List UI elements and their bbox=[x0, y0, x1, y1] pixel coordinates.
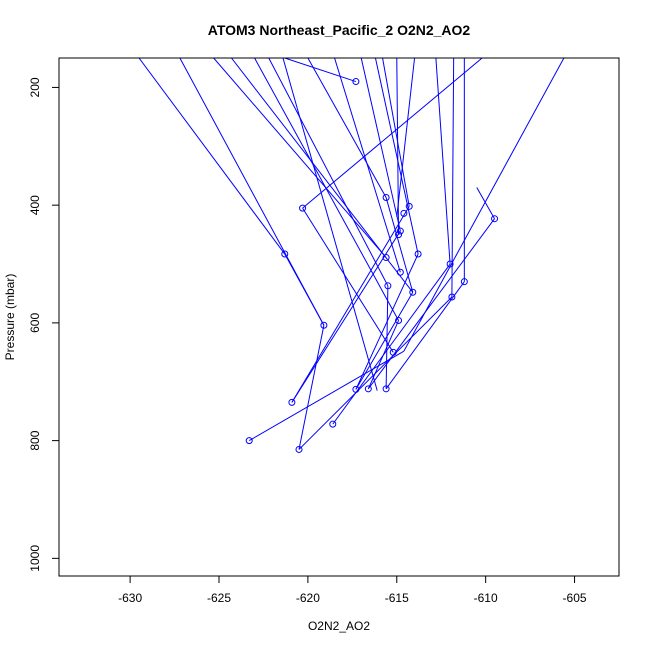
series-segment bbox=[367, 218, 495, 390]
data-point bbox=[395, 231, 403, 239]
data-point bbox=[382, 385, 390, 393]
data-point bbox=[384, 282, 392, 290]
series-segment bbox=[334, 58, 401, 273]
data-point bbox=[320, 321, 328, 329]
data-point bbox=[288, 398, 296, 406]
data-point bbox=[491, 215, 499, 223]
x-tick-label: -610 bbox=[474, 591, 498, 605]
series-segment bbox=[385, 285, 389, 389]
y-axis-label: Pressure (mbar) bbox=[3, 274, 17, 361]
y-tick-label: 200 bbox=[28, 77, 42, 97]
data-point bbox=[389, 348, 397, 356]
series-segment bbox=[291, 230, 401, 403]
x-tick-label: -605 bbox=[563, 591, 587, 605]
data-point bbox=[245, 437, 253, 445]
series-segment bbox=[476, 187, 495, 219]
data-point bbox=[382, 194, 390, 202]
series-segment bbox=[403, 58, 565, 352]
series-segment bbox=[268, 58, 389, 287]
data-point bbox=[448, 293, 456, 301]
series-segment bbox=[302, 58, 483, 209]
series-segment bbox=[291, 206, 410, 403]
series-segment bbox=[213, 58, 387, 258]
data-point bbox=[382, 254, 390, 262]
data-point bbox=[396, 268, 404, 276]
series-segment bbox=[307, 58, 387, 198]
y-tick-label: 1000 bbox=[28, 545, 42, 572]
data-point bbox=[400, 209, 408, 217]
series-segment bbox=[396, 58, 416, 217]
series-segment bbox=[367, 320, 400, 390]
data-point bbox=[295, 445, 303, 453]
series-segment bbox=[374, 58, 419, 255]
y-tick-label: 800 bbox=[28, 430, 42, 450]
data-point bbox=[395, 317, 403, 325]
x-axis-label: O2N2_AO2 bbox=[308, 619, 370, 633]
y-axis: 200 400 600 800 1000 bbox=[28, 77, 59, 572]
series-segment bbox=[385, 197, 414, 293]
x-tick-label: -630 bbox=[118, 591, 142, 605]
series-segment bbox=[451, 58, 455, 297]
data-point bbox=[446, 260, 454, 268]
series-segment bbox=[332, 263, 451, 425]
data-point bbox=[364, 385, 372, 393]
series-segment bbox=[382, 58, 410, 207]
y-tick-label: 600 bbox=[28, 313, 42, 333]
data-point bbox=[299, 204, 307, 212]
series-segment bbox=[298, 325, 325, 450]
plot-area bbox=[138, 58, 565, 453]
data-point bbox=[352, 78, 360, 86]
chart-title: ATOM3 Northeast_Pacific_2 O2N2_AO2 bbox=[208, 22, 471, 38]
data-point bbox=[329, 420, 337, 428]
series-segment bbox=[284, 253, 325, 326]
series-segment bbox=[302, 207, 394, 353]
series-segment bbox=[355, 292, 414, 390]
data-point bbox=[352, 385, 360, 393]
series-segment bbox=[360, 58, 401, 232]
y-tick-label: 400 bbox=[28, 195, 42, 215]
data-point bbox=[409, 288, 417, 296]
data-point bbox=[405, 202, 413, 210]
data-point bbox=[281, 250, 289, 258]
x-axis: -630 -625 -620 -615 -610 -605 bbox=[118, 576, 587, 605]
x-tick-label: -615 bbox=[385, 591, 409, 605]
data-point bbox=[396, 227, 404, 235]
series-segment bbox=[231, 58, 414, 293]
series-segment bbox=[435, 58, 451, 265]
plot-frame bbox=[58, 57, 620, 577]
series-segment bbox=[138, 58, 286, 255]
series-segment bbox=[282, 58, 378, 391]
data-point bbox=[460, 278, 468, 286]
series-segment bbox=[284, 58, 357, 83]
x-tick-label: -620 bbox=[296, 591, 320, 605]
series-segment bbox=[254, 58, 399, 321]
data-point bbox=[414, 250, 422, 258]
x-tick-label: -625 bbox=[207, 591, 231, 605]
